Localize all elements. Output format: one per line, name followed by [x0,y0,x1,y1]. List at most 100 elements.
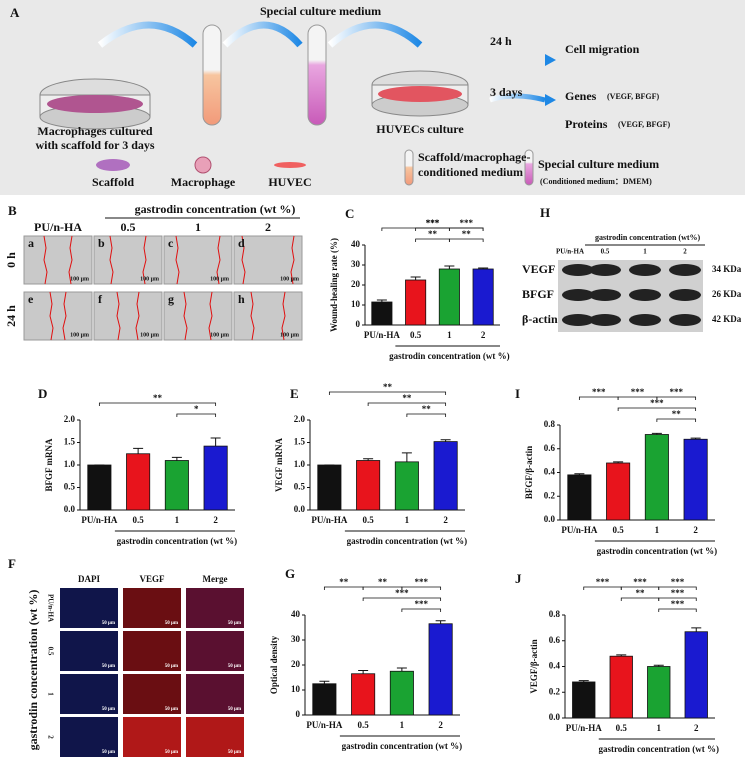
bracket [620,597,660,601]
label: Macrophages cultured [37,124,153,138]
scale-label: 50 μm [165,664,179,669]
row-label: 0.5 [46,647,54,656]
scale-label: 50 μm [102,707,116,712]
wound-edge [250,291,255,341]
error-bar [578,680,589,682]
x-tick-label: 1 [400,720,405,730]
bar [433,441,458,511]
significance: *** [415,599,429,609]
error-bar [319,680,330,684]
micrograph [60,674,118,714]
panel-letter: H [540,205,550,220]
error-bar [616,654,627,657]
panel-letter: C [345,206,354,221]
significance: *** [415,577,429,587]
y-tick-label: 0.0 [294,504,306,514]
y-tick-label: 0.6 [549,635,561,645]
y-tick-label: 10 [291,684,301,694]
significance: *** [460,218,474,228]
significance: *** [633,577,647,587]
scale-label: 100 μm [210,276,229,282]
wound-edge [62,291,67,341]
error-bar [613,461,624,463]
wound-edge [241,235,246,285]
image-letter: c [168,236,174,250]
col-label: 1 [195,220,201,234]
bracket [658,597,697,601]
error-bar [401,452,412,462]
error-bar [651,432,662,435]
bracket [98,402,217,406]
col-label: DAPI [78,574,100,584]
error-bar [410,276,421,280]
bracket [362,597,442,601]
x-tick-label: 2 [443,515,448,525]
col-label: Merge [203,574,228,584]
y-tick-label: 0 [296,709,301,719]
col-label: VEGF [139,574,165,584]
micrograph [93,235,163,285]
band [589,289,621,301]
x-label: gastrodin concentration (wt %) [597,546,718,556]
row-label: 24 h [4,305,18,327]
error-bar [171,456,182,461]
y-tick-label: 1.0 [294,459,306,469]
x-tick-label: 2 [438,720,443,730]
row-label: β-actin [522,312,558,326]
y-label: BFGF/β-actin [524,446,534,499]
wound-edge [216,235,221,285]
lane-label: 2 [683,248,687,256]
x-tick-label: PU/n-HA [364,330,401,340]
bar [644,434,669,521]
col-label: 2 [265,220,271,234]
y-tick-label: 0.0 [549,712,561,722]
image-letter: e [28,292,34,306]
scale-label: 50 μm [165,750,179,755]
image-letter: h [238,292,245,306]
bracket [323,586,364,590]
wound-edge [43,235,48,285]
scale-label: 50 μm [228,707,242,712]
y-tick-label: 0.4 [544,467,556,477]
row-label: 0 h [4,252,18,268]
significance: ** [636,588,646,598]
micrograph [186,717,244,757]
bar [405,279,427,326]
scale-label: 50 μm [228,750,242,755]
row-label: BFGF [522,287,554,301]
x-label: gastrodin concentration (wt %) [598,744,719,754]
error-bar [376,299,387,302]
y-tick-label: 0.6 [544,443,556,453]
size-label: 34 KDa [712,264,742,274]
band [589,314,621,326]
row-label: PU/n-HA [46,594,54,622]
error-bar [440,439,451,442]
bar [87,464,112,511]
bar [428,623,453,716]
panel-letter: D [38,386,47,401]
x-tick-label: 2 [213,515,218,525]
scale-label: 50 μm [102,664,116,669]
wound-edge [142,235,147,285]
label: with scaffold for 3 days [35,138,154,152]
wound-edge [135,291,140,341]
y-tick-label: 0 [356,319,361,329]
significance: *** [596,577,610,587]
bar [371,301,393,326]
y-tick-label: 0.2 [544,490,556,500]
y-tick-label: 0.0 [544,514,556,524]
bar [683,438,708,521]
label: 3 days [490,85,523,99]
scale-label: 100 μm [280,332,299,338]
y-tick-label: 10 [351,299,361,309]
micrograph [123,674,181,714]
error-bar [435,620,446,624]
bar [389,670,414,716]
lane-label: 0.5 [601,248,610,256]
image-letter: b [98,236,105,250]
significance: ** [402,393,412,403]
bracket [401,586,442,590]
x-tick-label: 2 [693,525,698,535]
y-tick-label: 1.0 [64,459,76,469]
y-label: VEGF/β-actin [529,639,539,693]
